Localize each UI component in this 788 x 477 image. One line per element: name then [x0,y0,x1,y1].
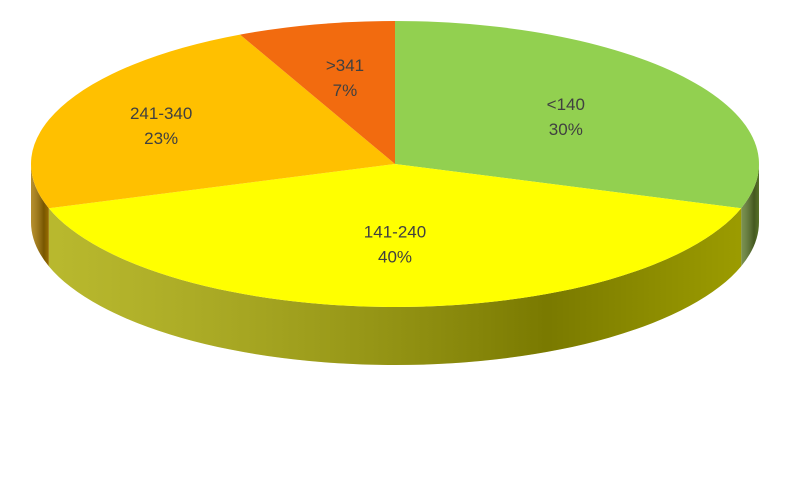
slice-category-label: >341 [326,56,364,75]
slice-percent-label: 40% [378,248,412,267]
slice-category-label: 141-240 [364,223,426,242]
slice-category-label: <140 [547,95,585,114]
slice-percent-label: 23% [144,129,178,148]
slice-percent-label: 30% [549,120,583,139]
pie-slice-241-340 [31,34,396,209]
pie-slice-gt-341 [240,21,395,164]
slice-percent-label: 7% [333,81,358,100]
slice-category-label: 241-340 [130,104,192,123]
pie-side-shading [31,164,49,267]
pie-side-shading [741,164,759,267]
pie-slice-lt-140 [395,21,759,209]
pie-label-layer: <140 30% 141-240 40% 241-340 23% >341 7% [130,56,585,267]
pie-side-layer [31,164,759,366]
pie-top-layer [31,21,759,308]
pie-side-shading [48,208,742,366]
pie-slice-141-240 [48,164,742,308]
